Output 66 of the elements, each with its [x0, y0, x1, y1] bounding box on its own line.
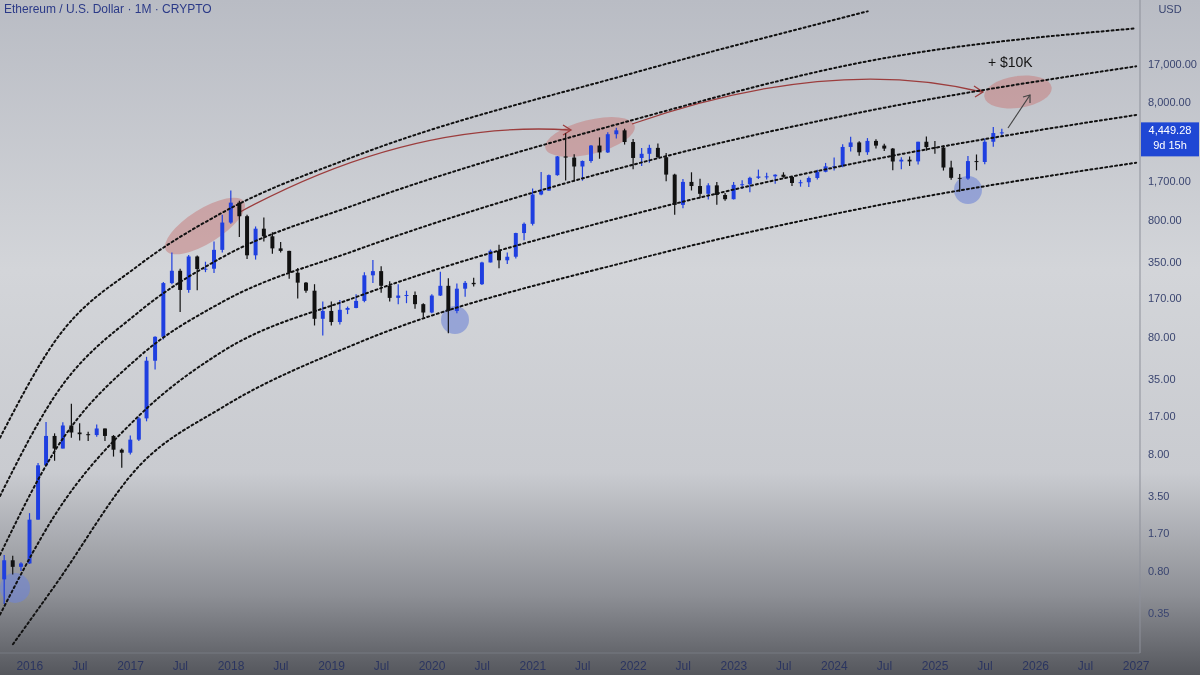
- candlestick: [387, 280, 392, 303]
- candlestick: [698, 178, 703, 199]
- candlestick: [680, 178, 685, 209]
- y-tick-label: 17.00: [1148, 409, 1176, 422]
- candlestick: [664, 152, 669, 182]
- text: 4,449.28: [1148, 124, 1192, 137]
- candlestick: [605, 131, 610, 154]
- candlestick: [463, 280, 468, 298]
- candlestick: [941, 144, 946, 172]
- text: 9d 15h: [1153, 139, 1187, 152]
- candlestick: [136, 416, 141, 442]
- candlestick: [212, 240, 216, 274]
- candlestick: [169, 251, 174, 285]
- candlestick: [287, 250, 292, 280]
- candlestick: [295, 267, 300, 300]
- candlestick: [580, 159, 585, 182]
- candlestick: [438, 271, 443, 297]
- y-tick-label: 1.70: [1148, 526, 1170, 539]
- candlestick: [497, 244, 501, 269]
- y-tick-label: 8.00: [1148, 447, 1170, 460]
- candlestick: [320, 300, 325, 337]
- candlestick: [874, 138, 878, 150]
- y-tick-label: 0.35: [1148, 607, 1170, 620]
- candlestick: [178, 268, 183, 313]
- candlestick: [513, 232, 518, 260]
- candlestick: [714, 181, 719, 206]
- candlestick: [639, 147, 644, 167]
- candlestick: [982, 137, 987, 165]
- candlestick: [840, 143, 845, 168]
- candlestick: [195, 254, 200, 291]
- candlestick: [949, 160, 954, 181]
- candlestick: [52, 432, 57, 462]
- candlestick: [261, 216, 266, 243]
- candlestick: [228, 189, 233, 225]
- y-tick-label: 80.00: [1148, 330, 1176, 343]
- candlestick: [563, 132, 568, 182]
- candlestick: [153, 335, 158, 371]
- candlestick: [379, 265, 384, 294]
- candlestick: [337, 299, 342, 326]
- candlestick: [2, 554, 7, 605]
- candlestick: [965, 155, 970, 181]
- y-axis-title: USD: [1158, 3, 1182, 15]
- candlestick: [119, 447, 124, 469]
- y-tick-label: 1,700.00: [1148, 175, 1191, 188]
- candlestick: [10, 555, 15, 575]
- line-series: [0, 113, 1138, 616]
- line-series: [11, 161, 1138, 646]
- candlestick: [454, 282, 459, 314]
- candlestick: [19, 561, 23, 572]
- y-tick-label: 350.00: [1148, 255, 1182, 268]
- candlestick: [128, 434, 133, 456]
- candlestick: [270, 231, 275, 255]
- candlestick: [631, 138, 636, 170]
- annotation: + $10K: [987, 54, 1034, 71]
- y-tick-label: 0.80: [1148, 565, 1170, 578]
- chart-title: Ethereum / U.S. Dollar · 1M · CRYPTO: [4, 2, 212, 16]
- y-tick-label: 800.00: [1148, 213, 1182, 226]
- y-tick-label: 35.00: [1148, 372, 1176, 385]
- candlestick: [60, 421, 65, 450]
- candlestick: [329, 300, 334, 327]
- y-tick-label: 3.50: [1148, 489, 1170, 502]
- y-tick-label: 170.00: [1148, 292, 1182, 305]
- y-tick-label: 8,000.00: [1148, 96, 1191, 109]
- y-tick-label: 17,000.00: [1148, 58, 1197, 71]
- candlestick: [572, 153, 577, 182]
- candlestick: [370, 259, 375, 284]
